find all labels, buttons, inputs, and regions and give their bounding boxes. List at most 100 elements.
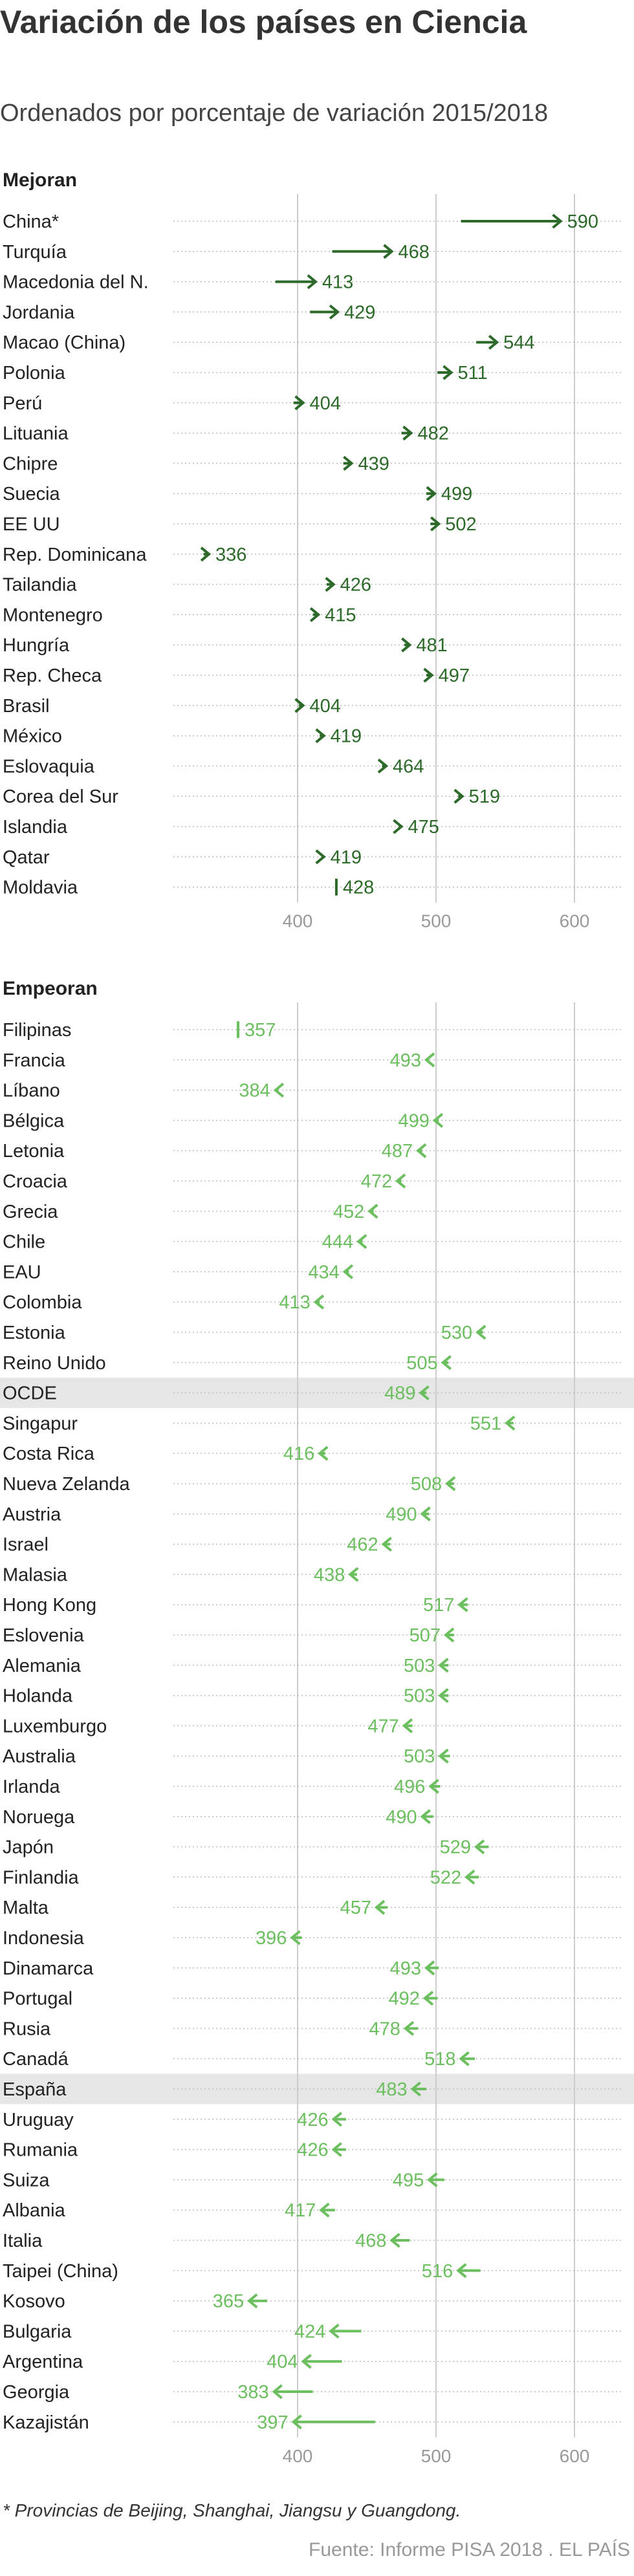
row-label: EE UU bbox=[3, 514, 60, 535]
data-row: Taipei (China) 516 bbox=[3, 2261, 621, 2282]
change-arrow-head bbox=[315, 728, 326, 744]
row-label: Rumania bbox=[3, 2140, 78, 2161]
data-row: Georgia 383 bbox=[3, 2382, 621, 2403]
value-label: 492 bbox=[388, 1989, 419, 2009]
change-arrow-head bbox=[410, 2081, 421, 2097]
value-label: 499 bbox=[441, 484, 472, 504]
value-label: 496 bbox=[394, 1777, 425, 1797]
row-label: Finlandia bbox=[3, 1867, 80, 1888]
row-label: Rusia bbox=[3, 2019, 51, 2039]
change-arrow-head bbox=[290, 1930, 301, 1945]
value-label: 426 bbox=[297, 2110, 328, 2130]
data-row: México 419 bbox=[3, 726, 621, 747]
row-label: Suiza bbox=[3, 2170, 50, 2191]
value-label: 529 bbox=[440, 1837, 471, 1858]
chart-mejoran: 400 500 600 China* 590 Turquía 468 Macedonia de… bbox=[3, 194, 621, 931]
value-label: 507 bbox=[410, 1625, 441, 1646]
row-label: Suecia bbox=[3, 484, 61, 504]
change-arrow-head bbox=[427, 2172, 438, 2187]
change-arrow-head bbox=[443, 365, 454, 380]
value-label: 365 bbox=[213, 2291, 244, 2312]
change-arrow-head bbox=[428, 1779, 439, 1794]
change-arrow-head bbox=[348, 1566, 359, 1582]
value-label: 508 bbox=[411, 1474, 442, 1495]
value-label: 489 bbox=[384, 1383, 415, 1404]
row-label: Lituania bbox=[3, 424, 69, 444]
value-label: 419 bbox=[331, 847, 362, 868]
value-label: 404 bbox=[310, 696, 341, 717]
data-row: Luxemburgo 477 bbox=[3, 1716, 621, 1737]
data-row: Líbano 384 bbox=[3, 1081, 621, 1101]
change-arrow-head bbox=[318, 1445, 329, 1461]
data-row: Uruguay 426 bbox=[3, 2110, 621, 2130]
value-label: 468 bbox=[355, 2231, 386, 2251]
value-label: 519 bbox=[469, 786, 500, 807]
value-label: 530 bbox=[441, 1323, 472, 1343]
change-arrow-head bbox=[552, 213, 563, 229]
row-label: Israel bbox=[3, 1535, 49, 1555]
data-row: Costa Rica 416 bbox=[3, 1444, 621, 1464]
row-label: EAU bbox=[3, 1262, 41, 1283]
row-label: Turquía bbox=[3, 242, 67, 263]
x-tick-label: 600 bbox=[560, 911, 590, 931]
row-label: Japón bbox=[3, 1837, 54, 1858]
change-arrow-head bbox=[424, 1052, 435, 1068]
value-label: 383 bbox=[237, 2382, 268, 2403]
row-label: Bélgica bbox=[3, 1110, 65, 1131]
value-label: 457 bbox=[340, 1898, 371, 1918]
value-label: 444 bbox=[322, 1232, 353, 1253]
data-row: Singapur 551 bbox=[3, 1413, 621, 1434]
data-row: Austria 490 bbox=[3, 1504, 621, 1525]
change-arrow-head bbox=[443, 1627, 455, 1643]
data-row: Kosovo 365 bbox=[3, 2291, 621, 2312]
data-row: Francia 493 bbox=[3, 1050, 621, 1071]
value-label: 419 bbox=[331, 726, 362, 747]
row-label: Hungría bbox=[3, 635, 70, 656]
data-row: Italia 468 bbox=[3, 2231, 621, 2251]
row-label: Polonia bbox=[3, 363, 66, 384]
data-row: Bélgica 499 bbox=[3, 1110, 621, 1131]
page-title: Variación de los países en Ciencia bbox=[0, 4, 527, 40]
change-arrow-head bbox=[272, 2384, 283, 2399]
value-label: 517 bbox=[423, 1595, 454, 1616]
value-label: 404 bbox=[267, 2352, 298, 2372]
change-arrow-head bbox=[438, 1688, 449, 1704]
x-tick-label: 400 bbox=[283, 911, 313, 931]
data-row: Hungría 481 bbox=[3, 635, 621, 656]
data-row: Holanda 503 bbox=[3, 1686, 621, 1707]
value-label: 426 bbox=[340, 575, 371, 596]
row-label: Noruega bbox=[3, 1807, 75, 1828]
change-arrow-head bbox=[315, 849, 326, 865]
data-row: Chipre 439 bbox=[3, 453, 621, 474]
value-label: 396 bbox=[256, 1928, 287, 1949]
change-arrow-head bbox=[331, 2142, 342, 2158]
row-label: Francia bbox=[3, 1050, 66, 1071]
value-label: 475 bbox=[408, 817, 439, 838]
value-label: 493 bbox=[390, 1958, 421, 1979]
change-arrow-head bbox=[432, 1112, 444, 1128]
data-row: Macao (China) 544 bbox=[3, 332, 621, 353]
change-arrow-head bbox=[381, 1537, 392, 1552]
data-row: Moldavia 428 bbox=[3, 878, 621, 898]
data-row: Lituania 482 bbox=[3, 424, 621, 444]
value-label: 397 bbox=[257, 2412, 288, 2433]
row-label: Moldavia bbox=[3, 878, 78, 898]
row-label: Montenegro bbox=[3, 605, 103, 625]
value-label: 490 bbox=[386, 1504, 417, 1525]
row-label: Corea del Sur bbox=[3, 786, 118, 807]
data-row: Malasia 438 bbox=[3, 1564, 621, 1585]
change-arrow-head bbox=[430, 516, 441, 532]
value-label: 487 bbox=[382, 1141, 413, 1162]
change-arrow-head bbox=[374, 1900, 386, 1915]
value-label: 462 bbox=[347, 1535, 378, 1555]
change-arrow-head bbox=[464, 1869, 476, 1885]
data-row: Eslovaquia 464 bbox=[3, 756, 621, 777]
change-arrow-head bbox=[325, 577, 336, 592]
change-arrow-head bbox=[419, 1385, 430, 1401]
change-arrow-head bbox=[422, 1991, 434, 2006]
change-arrow-head bbox=[459, 2051, 470, 2066]
change-arrow-head bbox=[456, 2263, 467, 2278]
change-arrow-head bbox=[402, 1718, 413, 1733]
row-label: Perú bbox=[3, 393, 42, 414]
page-subtitle: Ordenados por porcentaje de variación 20… bbox=[0, 100, 549, 127]
